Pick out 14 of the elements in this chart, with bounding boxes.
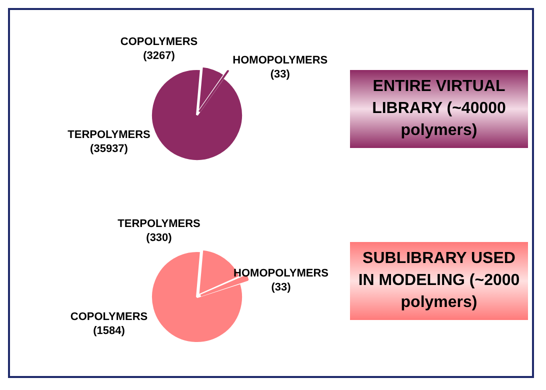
slice-label: HOMOPOLYMERS	[234, 268, 328, 280]
data-label: (33)	[271, 282, 292, 294]
data-label: (330)	[146, 232, 172, 244]
data-label: (1584)	[93, 325, 126, 337]
slice-label: COPOLYMERS	[70, 311, 148, 323]
data-label: (3267)	[143, 50, 176, 62]
data-label: (35937)	[90, 143, 128, 155]
data-label: (33)	[270, 68, 290, 80]
slice-label: COPOLYMERS	[120, 36, 198, 48]
slice-label: TERPOLYMERS	[68, 129, 150, 141]
slice-label: TERPOLYMERS	[118, 218, 200, 230]
slice-label: HOMOPOLYMERS	[232, 54, 328, 66]
text: SUBLIBRARY USED IN MODELING (~2000 polymers)	[350, 242, 528, 320]
text: ENTIRE VIRTUAL LIBRARY (~40000 polymers)	[350, 70, 528, 148]
